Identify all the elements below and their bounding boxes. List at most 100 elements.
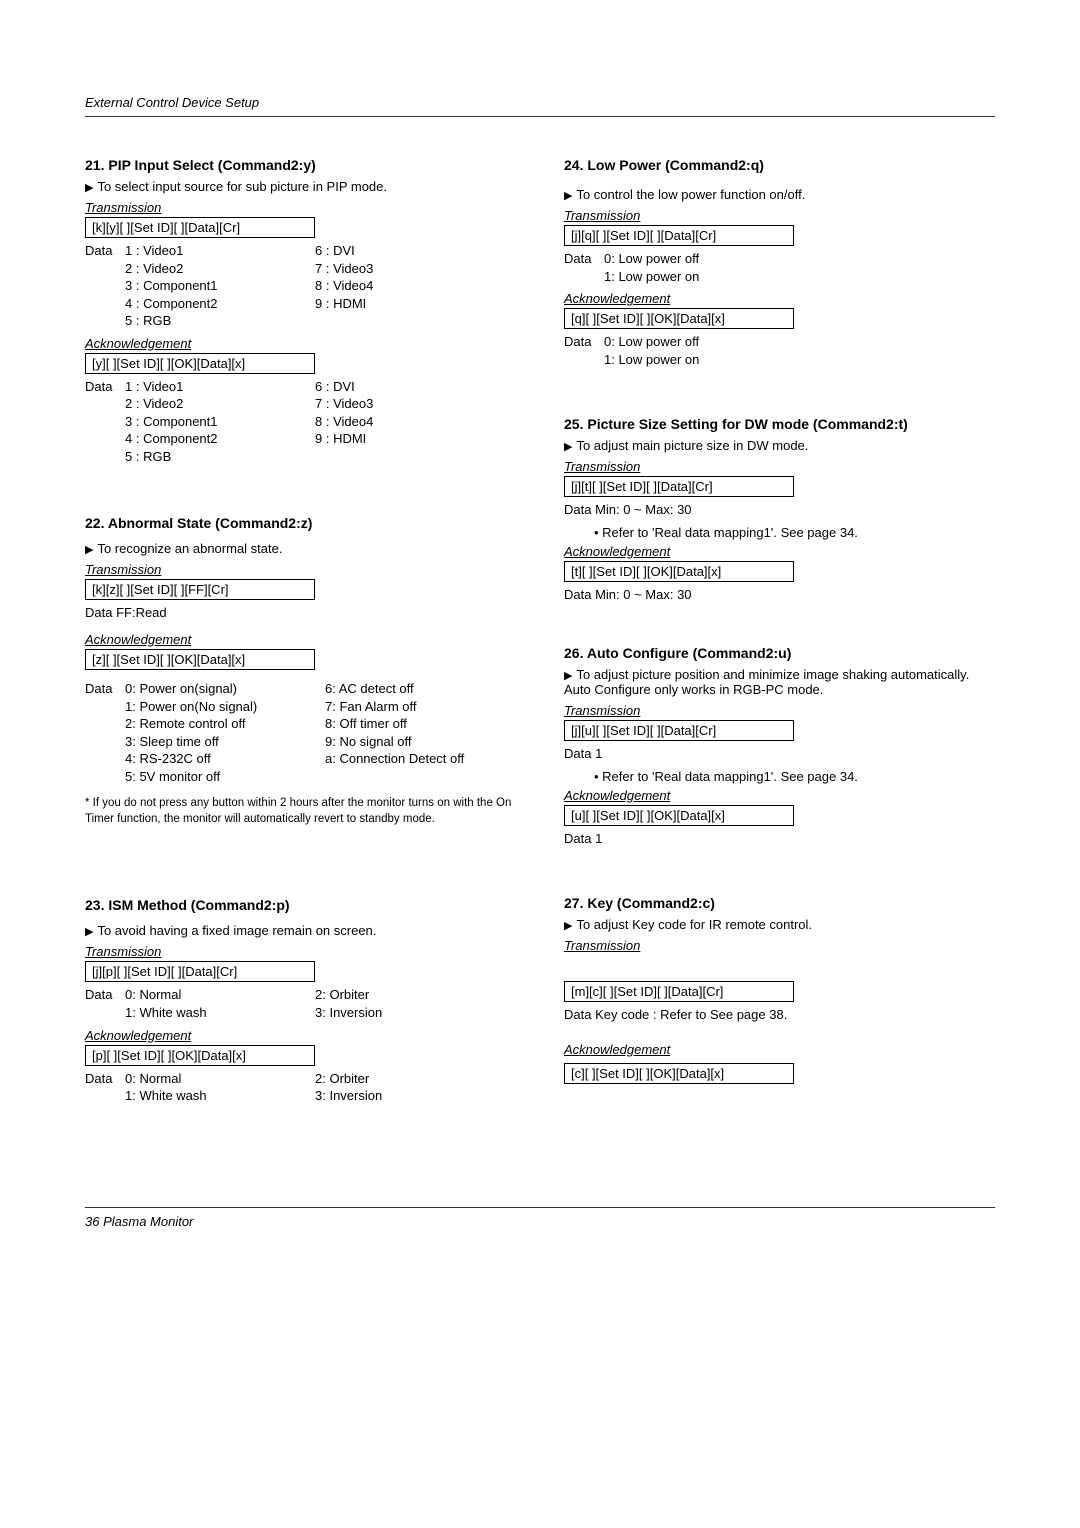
desc-text: To adjust picture position and minimize … bbox=[564, 667, 969, 697]
ack-cmd: [u][ ][Set ID][ ][OK][Data][x] bbox=[564, 805, 794, 826]
data-right: 7 : Video3 bbox=[315, 260, 516, 278]
ack-cmd: [c][ ][Set ID][ ][OK][Data][x] bbox=[564, 1063, 794, 1084]
data-left: 4: RS-232C off bbox=[125, 750, 325, 768]
section-title: 26. Auto Configure (Command2:u) bbox=[564, 645, 995, 661]
data-left: 5 : RGB bbox=[125, 448, 315, 466]
transmission-label: Transmission bbox=[564, 459, 995, 474]
data-right: 8 : Video4 bbox=[315, 277, 516, 295]
data-right: 7 : Video3 bbox=[315, 395, 516, 413]
transmission-cmd: [j][p][ ][Set ID][ ][Data][Cr] bbox=[85, 961, 315, 982]
section-27: 27. Key (Command2:c) ▶To adjust Key code… bbox=[564, 895, 995, 1084]
left-column: 21. PIP Input Select (Command2:y) ▶ To se… bbox=[85, 157, 516, 1147]
data-left: 4 : Component2 bbox=[125, 430, 315, 448]
data-left: 3: Sleep time off bbox=[125, 733, 325, 751]
data-left: 0: Normal bbox=[125, 1070, 315, 1088]
section-title: 27. Key (Command2:c) bbox=[564, 895, 995, 911]
data-right: 9 : HDMI bbox=[315, 430, 516, 448]
transmission-label: Transmission bbox=[564, 208, 995, 223]
ack-data-line: Data Min: 0 ~ Max: 30 bbox=[564, 586, 995, 604]
transmission-label: Transmission bbox=[85, 562, 516, 577]
ack-cmd: [t][ ][Set ID][ ][OK][Data][x] bbox=[564, 561, 794, 582]
data-right: 2: Orbiter bbox=[315, 1070, 516, 1088]
data-left: 0: Low power off bbox=[604, 333, 699, 351]
data-left: 1: White wash bbox=[125, 1087, 315, 1105]
data-right: 9 : HDMI bbox=[315, 295, 516, 313]
ack-label: Acknowledgement bbox=[564, 544, 995, 559]
section-desc: ▶ To avoid having a fixed image remain on… bbox=[85, 923, 516, 938]
section-title: 21. PIP Input Select (Command2:y) bbox=[85, 157, 516, 173]
transmission-label: Transmission bbox=[85, 944, 516, 959]
data-line: Data FF:Read bbox=[85, 604, 516, 622]
data-left: 1 : Video1 bbox=[125, 242, 315, 260]
ack-label: Acknowledgement bbox=[85, 632, 516, 647]
section-desc: ▶To adjust picture position and minimize… bbox=[564, 667, 995, 697]
ack-cmd: [p][ ][Set ID][ ][OK][Data][x] bbox=[85, 1045, 315, 1066]
ack-cmd: [q][ ][Set ID][ ][OK][Data][x] bbox=[564, 308, 794, 329]
data-line: Data 1 bbox=[564, 745, 995, 763]
data-line: Data Min: 0 ~ Max: 30 bbox=[564, 501, 995, 519]
data-left: 2 : Video2 bbox=[125, 395, 315, 413]
ack-label: Acknowledgement bbox=[564, 291, 995, 306]
data-left: 1: White wash bbox=[125, 1004, 315, 1022]
section-title: 22. Abnormal State (Command2:z) bbox=[85, 515, 516, 531]
data-prefix: Data bbox=[85, 986, 125, 1004]
ack-label: Acknowledgement bbox=[85, 336, 516, 351]
data-prefix: Data bbox=[85, 680, 125, 698]
data-left: 5: 5V monitor off bbox=[125, 768, 325, 786]
data-left: 2 : Video2 bbox=[125, 260, 315, 278]
data-right: 2: Orbiter bbox=[315, 986, 516, 1004]
ack-cmd: [y][ ][Set ID][ ][OK][Data][x] bbox=[85, 353, 315, 374]
data-block: Data0: Low power off 1: Low power on bbox=[564, 250, 995, 285]
data-left: 5 : RGB bbox=[125, 312, 315, 330]
data-block: Data0: Normal2: Orbiter 1: White wash3: … bbox=[85, 1070, 516, 1105]
data-left: 0: Power on(signal) bbox=[125, 680, 325, 698]
data-right: 9: No signal off bbox=[325, 733, 516, 751]
data-right: 7: Fan Alarm off bbox=[325, 698, 516, 716]
transmission-cmd: [k][z][ ][Set ID][ ][FF][Cr] bbox=[85, 579, 315, 600]
desc-text: To control the low power function on/off… bbox=[576, 187, 805, 202]
ack-label: Acknowledgement bbox=[564, 1042, 995, 1057]
arrow-icon: ▶ bbox=[564, 440, 572, 453]
section-title: 25. Picture Size Setting for DW mode (Co… bbox=[564, 416, 995, 432]
data-prefix: Data bbox=[85, 378, 125, 396]
ack-label: Acknowledgement bbox=[564, 788, 995, 803]
ack-label: Acknowledgement bbox=[85, 1028, 516, 1043]
section-23: 23. ISM Method (Command2:p) ▶ To avoid ha… bbox=[85, 897, 516, 1104]
transmission-cmd: [j][q][ ][Set ID][ ][Data][Cr] bbox=[564, 225, 794, 246]
page-footer: 36 Plasma Monitor bbox=[85, 1207, 995, 1229]
section-desc: ▶To recognize an abnormal state. bbox=[85, 541, 516, 556]
footnote: * If you do not press any button within … bbox=[85, 795, 516, 827]
data-left: 1: Power on(No signal) bbox=[125, 698, 325, 716]
data-prefix: Data bbox=[564, 333, 604, 351]
desc-text: To adjust main picture size in DW mode. bbox=[576, 438, 808, 453]
desc-text: To select input source for sub picture i… bbox=[97, 179, 387, 194]
ack-data-line: Data 1 bbox=[564, 830, 995, 848]
data-left: 0: Normal bbox=[125, 986, 315, 1004]
transmission-cmd: [k][y][ ][Set ID][ ][Data][Cr] bbox=[85, 217, 315, 238]
data-block: Data0: Power on(signal)6: AC detect off … bbox=[85, 680, 516, 785]
desc-text: To avoid having a fixed image remain on … bbox=[97, 923, 376, 938]
desc-text: To recognize an abnormal state. bbox=[97, 541, 282, 556]
ack-cmd: [z][ ][Set ID][ ][OK][Data][x] bbox=[85, 649, 315, 670]
data-left: 2: Remote control off bbox=[125, 715, 325, 733]
section-24: 24. Low Power (Command2:q) ▶To control t… bbox=[564, 157, 995, 368]
arrow-icon: ▶ bbox=[85, 925, 93, 938]
right-column: 24. Low Power (Command2:q) ▶To control t… bbox=[564, 157, 995, 1147]
desc-text: To adjust Key code for IR remote control… bbox=[576, 917, 812, 932]
data-right: a: Connection Detect off bbox=[325, 750, 516, 768]
data-left: 1 : Video1 bbox=[125, 378, 315, 396]
data-right: 3: Inversion bbox=[315, 1087, 516, 1105]
data-left: 0: Low power off bbox=[604, 250, 699, 268]
transmission-label: Transmission bbox=[85, 200, 516, 215]
section-title: 23. ISM Method (Command2:p) bbox=[85, 897, 516, 913]
arrow-icon: ▶ bbox=[564, 669, 572, 682]
data-left: 3 : Component1 bbox=[125, 413, 315, 431]
section-desc: ▶To control the low power function on/of… bbox=[564, 187, 995, 202]
transmission-cmd: [j][t][ ][Set ID][ ][Data][Cr] bbox=[564, 476, 794, 497]
content-columns: 21. PIP Input Select (Command2:y) ▶ To se… bbox=[85, 157, 995, 1147]
arrow-icon: ▶ bbox=[85, 181, 93, 194]
section-desc: ▶To adjust Key code for IR remote contro… bbox=[564, 917, 995, 932]
section-25: 25. Picture Size Setting for DW mode (Co… bbox=[564, 416, 995, 603]
section-desc: ▶ To select input source for sub picture … bbox=[85, 179, 516, 194]
transmission-label: Transmission bbox=[564, 703, 995, 718]
